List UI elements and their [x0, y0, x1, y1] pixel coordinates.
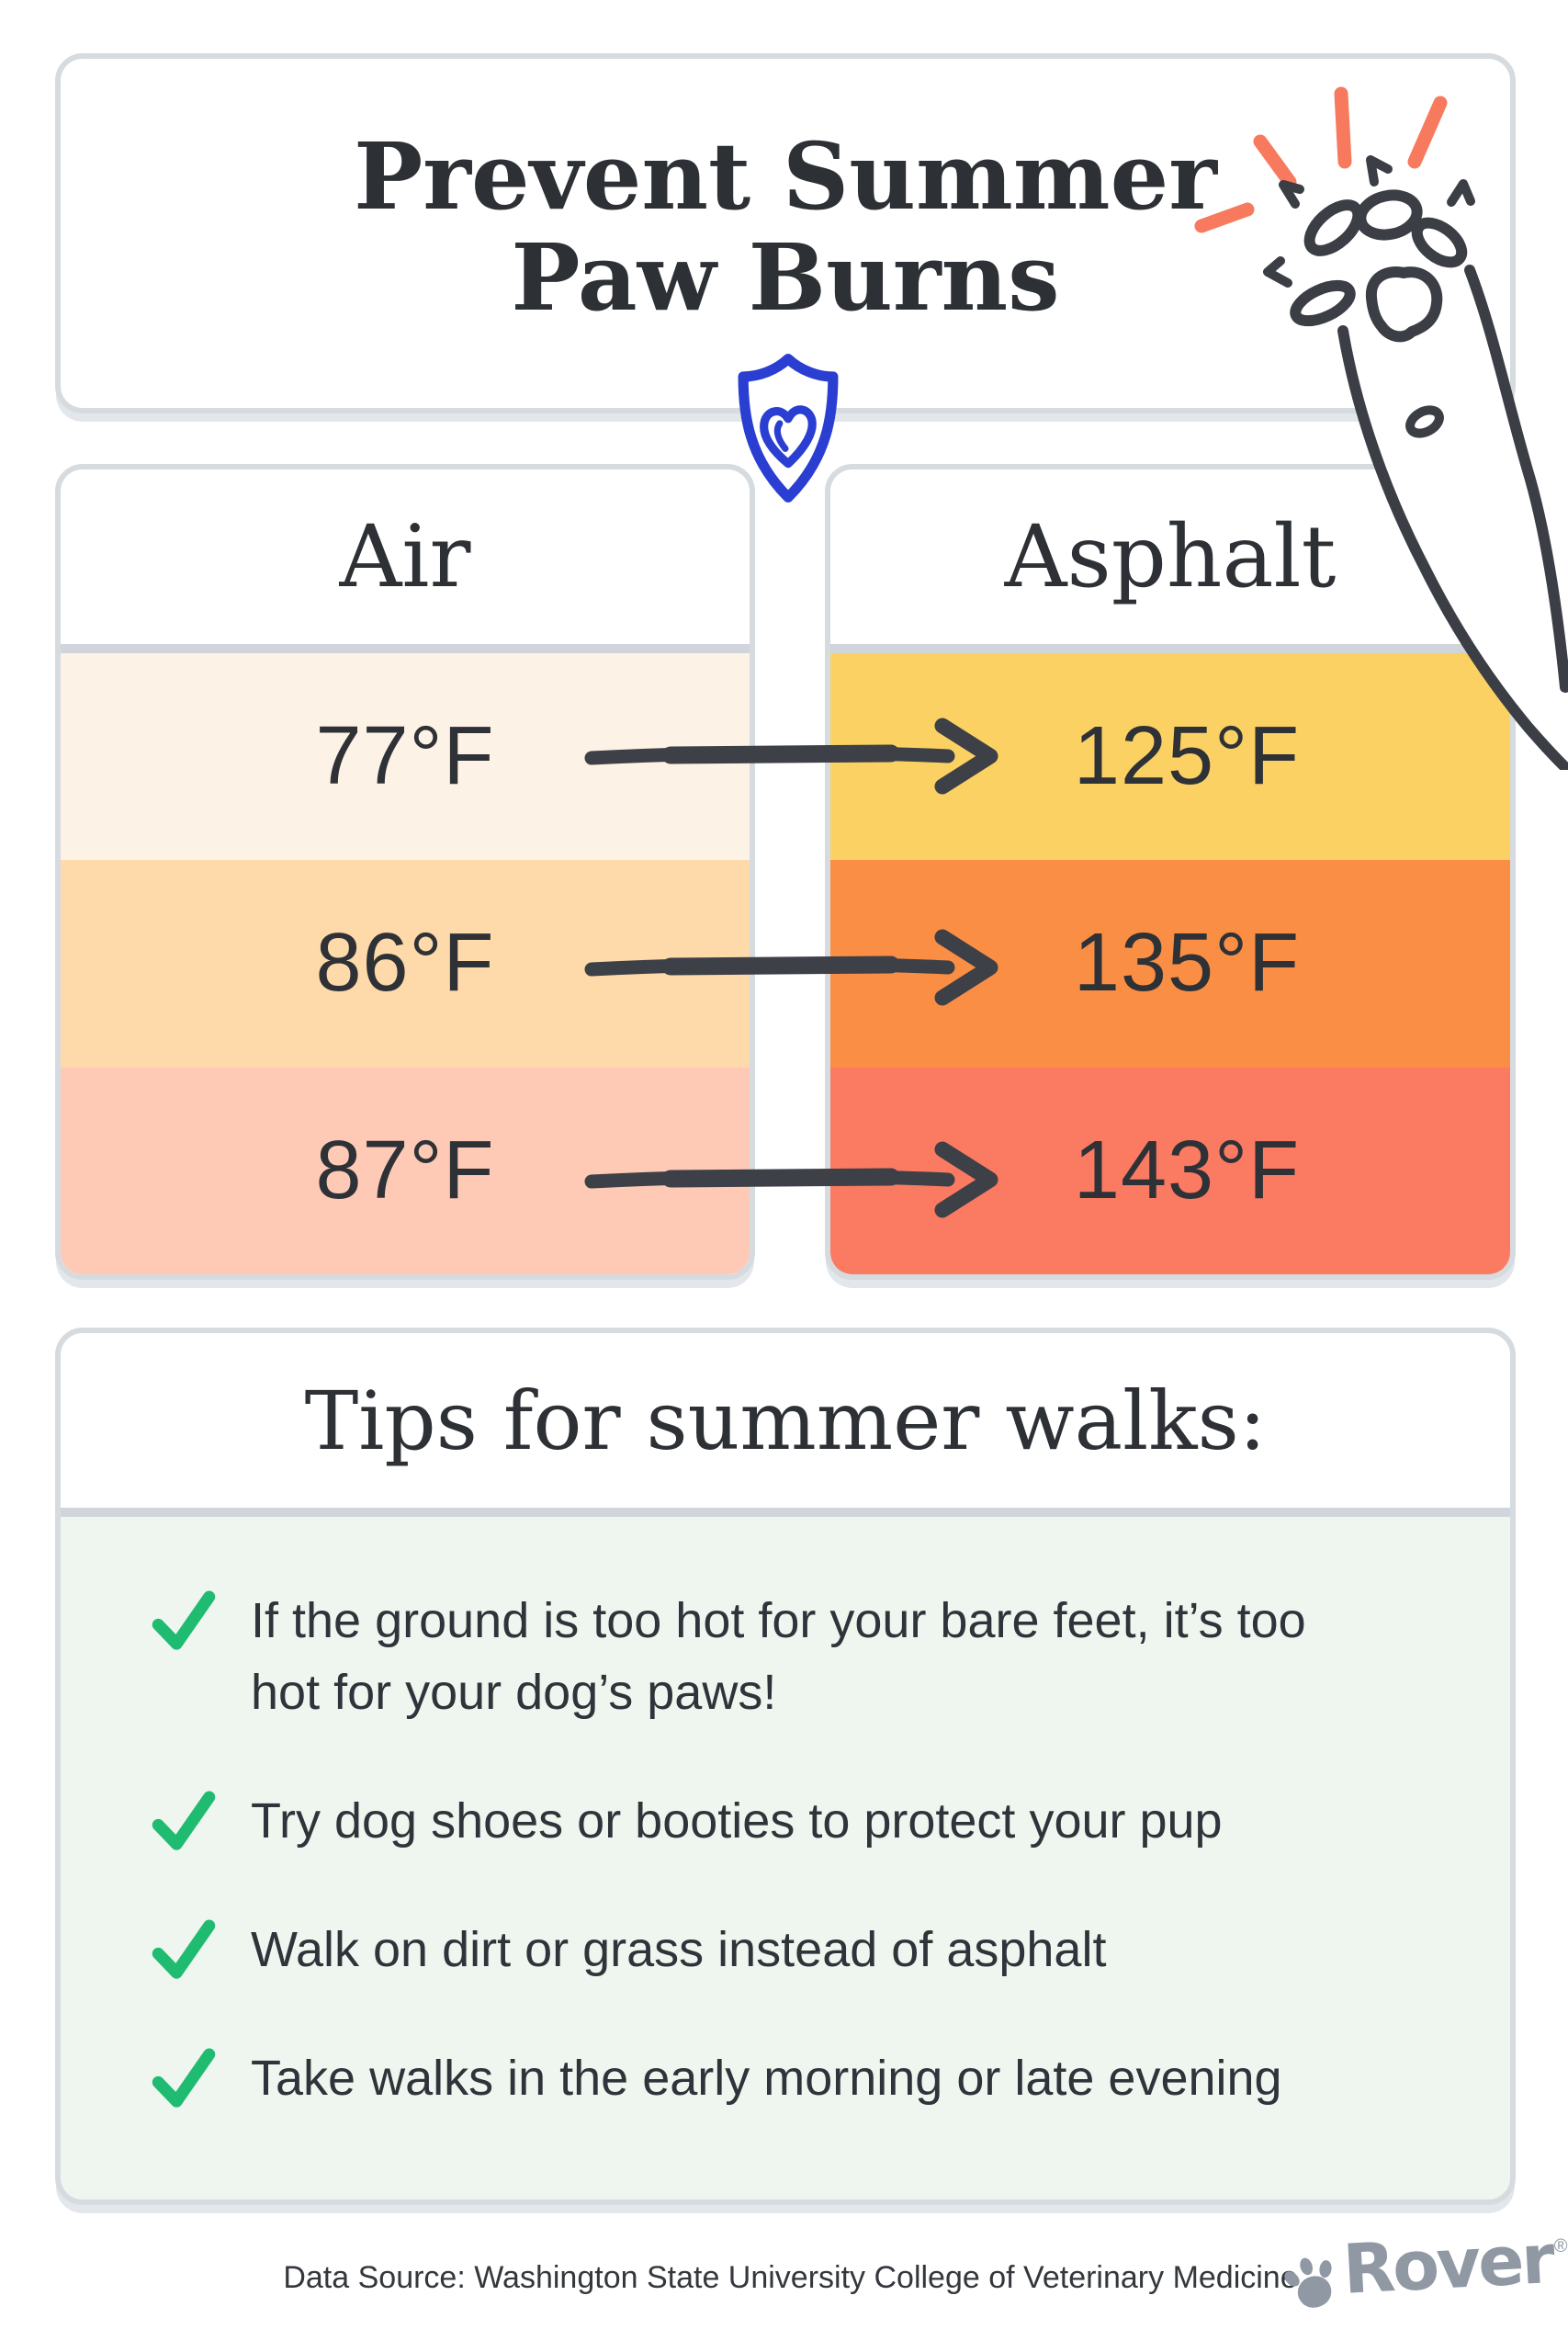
page-title-line1: Prevent Summer	[354, 122, 1217, 231]
air-temp-1: 77°F	[315, 710, 495, 803]
arrow-icon	[584, 1141, 998, 1218]
tip-item: Walk on dirt or grass instead of asphalt	[148, 1914, 1464, 1985]
asphalt-column-header: Asphalt	[830, 469, 1510, 653]
registered-trademark: ®	[1553, 2236, 1568, 2256]
tips-card: Tips for summer walks: If the ground is …	[55, 1328, 1516, 2205]
shield-heart-icon	[738, 354, 839, 503]
tip-item: Try dog shoes or booties to protect your…	[148, 1785, 1464, 1857]
tips-title: Tips for summer walks:	[304, 1373, 1267, 1468]
asphalt-rows: 125°F 135°F 143°F	[830, 653, 1510, 1274]
tip-item: If the ground is too hot for your bare f…	[148, 1585, 1464, 1728]
air-column-title: Air	[339, 506, 471, 607]
tips-body: If the ground is too hot for your bare f…	[61, 1517, 1510, 2199]
tips-header: Tips for summer walks:	[61, 1333, 1510, 1517]
checkmark-icon	[152, 2048, 216, 2108]
tip-text: Take walks in the early morning or late …	[251, 2051, 1282, 2106]
tip-text: Try dog shoes or booties to protect your…	[251, 1793, 1223, 1849]
rover-paw-icon	[1284, 2257, 1332, 2308]
arrow-icon	[584, 718, 998, 795]
tip-item: Take walks in the early morning or late …	[148, 2042, 1464, 2114]
paw-icon	[1263, 155, 1568, 770]
asphalt-temp-3: 143°F	[1073, 1124, 1301, 1216]
data-source-text: Data Source: Washington State University…	[283, 2260, 1298, 2295]
asphalt-temp-2: 135°F	[1073, 917, 1301, 1010]
page-title: Prevent Summer Paw Burns	[354, 126, 1217, 341]
paw-burst-icon	[1194, 86, 1568, 770]
air-temp-2: 86°F	[315, 917, 495, 1010]
asphalt-temp-1: 125°F	[1073, 710, 1301, 803]
page-title-line2: Paw Burns	[511, 223, 1060, 332]
tip-text: Walk on dirt or grass instead of asphalt	[251, 1922, 1107, 1977]
burst-rays-icon	[1194, 86, 1448, 233]
asphalt-row-1: 125°F	[830, 653, 1510, 861]
checkmark-icon	[152, 1590, 216, 1650]
asphalt-row-3: 143°F	[830, 1067, 1510, 1274]
rover-logo: Rover ®	[1282, 2220, 1568, 2312]
asphalt-column-title: Asphalt	[1004, 506, 1337, 607]
checkmark-icon	[152, 1791, 216, 1850]
air-temp-3: 87°F	[315, 1124, 495, 1216]
air-column-header: Air	[61, 469, 750, 653]
air-column-card: Air 77°F 86°F 87°F	[55, 464, 755, 1280]
tips-list: If the ground is too hot for your bare f…	[148, 1585, 1464, 2114]
checkmark-icon	[152, 1919, 216, 1979]
tip-text: If the ground is too hot for your bare f…	[251, 1593, 1306, 1720]
header-card: Prevent Summer Paw Burns	[55, 53, 1516, 413]
air-row-3: 87°F	[61, 1067, 750, 1274]
arrow-icon	[584, 929, 998, 1006]
rover-wordmark: Rover	[1340, 2220, 1554, 2310]
